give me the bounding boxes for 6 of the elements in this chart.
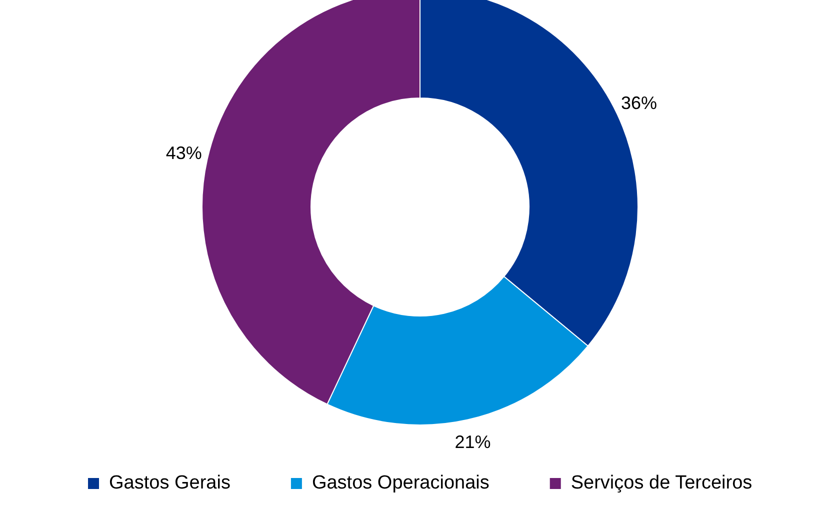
data-label: 36%: [620, 92, 657, 113]
data-label: 21%: [454, 432, 491, 452]
legend-label: Gastos Gerais: [109, 472, 230, 494]
legend-label: Serviços de Terceiros: [570, 472, 752, 494]
legend-label: Gastos Operacionais: [312, 472, 490, 494]
data-label: 43%: [166, 143, 202, 164]
